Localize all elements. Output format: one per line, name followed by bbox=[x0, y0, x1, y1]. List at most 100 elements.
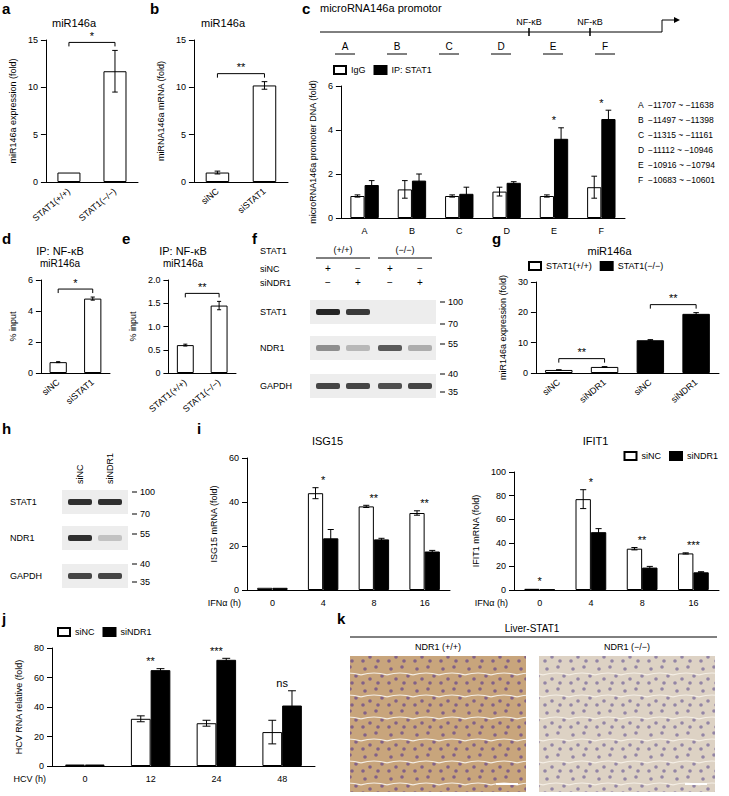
svg-text:miR146a: miR146a bbox=[163, 258, 203, 269]
svg-text:siNC: siNC bbox=[75, 464, 85, 484]
svg-text:B: B bbox=[409, 226, 415, 236]
svg-text:STAT1: STAT1 bbox=[260, 307, 287, 317]
svg-text:siNDR1: siNDR1 bbox=[260, 278, 291, 288]
svg-text:C: C bbox=[445, 41, 452, 52]
svg-text:**: ** bbox=[370, 492, 379, 504]
svg-text:siNDR1: siNDR1 bbox=[669, 377, 699, 405]
svg-text:4: 4 bbox=[321, 598, 326, 608]
svg-text:+: + bbox=[417, 277, 423, 288]
svg-text:0: 0 bbox=[82, 774, 87, 784]
svg-text:miR146a: miR146a bbox=[201, 17, 246, 29]
svg-text:ISG15 mRNA (fold): ISG15 mRNA (fold) bbox=[209, 485, 219, 562]
svg-text:microRNA146a promotor: microRNA146a promotor bbox=[320, 2, 442, 14]
svg-text:F: F bbox=[638, 175, 643, 185]
svg-text:48: 48 bbox=[277, 774, 287, 784]
svg-text:siNDR1: siNDR1 bbox=[578, 377, 608, 405]
svg-text:D: D bbox=[497, 41, 504, 52]
svg-text:20: 20 bbox=[34, 732, 44, 742]
svg-text:IFNα (h): IFNα (h) bbox=[475, 598, 508, 608]
svg-text:E: E bbox=[638, 160, 644, 170]
svg-text:1.5: 1.5 bbox=[148, 298, 161, 308]
svg-text:24: 24 bbox=[211, 774, 221, 784]
svg-text:NDR1 (+/+): NDR1 (+/+) bbox=[415, 642, 461, 652]
svg-text:60: 60 bbox=[34, 673, 44, 683]
svg-text:−: − bbox=[355, 263, 361, 274]
svg-text:siNC: siNC bbox=[40, 377, 62, 398]
svg-text:6: 6 bbox=[328, 81, 333, 91]
svg-text:100: 100 bbox=[491, 467, 506, 477]
svg-text:A: A bbox=[638, 100, 644, 110]
svg-text:4: 4 bbox=[588, 598, 593, 608]
svg-text:F: F bbox=[602, 41, 608, 52]
svg-text:16: 16 bbox=[420, 598, 430, 608]
svg-text:E: E bbox=[551, 226, 557, 236]
svg-text:**: ** bbox=[420, 497, 429, 509]
svg-text:−: − bbox=[325, 277, 331, 288]
svg-text:60: 60 bbox=[496, 514, 506, 524]
svg-text:55: 55 bbox=[448, 339, 458, 349]
svg-text:+: + bbox=[325, 263, 331, 274]
svg-text:5: 5 bbox=[33, 130, 38, 140]
svg-text:30: 30 bbox=[518, 277, 528, 287]
svg-text:STAT1(+/+): STAT1(+/+) bbox=[31, 186, 72, 223]
svg-text:0: 0 bbox=[537, 598, 542, 608]
svg-text:0: 0 bbox=[501, 585, 506, 595]
svg-text:D: D bbox=[638, 145, 644, 155]
svg-text:2.0: 2.0 bbox=[148, 275, 161, 285]
svg-text:70: 70 bbox=[140, 509, 150, 519]
svg-text:IgG: IgG bbox=[351, 65, 366, 75]
svg-text:16: 16 bbox=[688, 598, 698, 608]
svg-text:siNC: siNC bbox=[75, 627, 95, 637]
svg-text:miR146a expression (fold): miR146a expression (fold) bbox=[8, 58, 18, 163]
svg-text:10: 10 bbox=[518, 338, 528, 348]
svg-text:siNDR1: siNDR1 bbox=[120, 627, 151, 637]
svg-text:0: 0 bbox=[270, 598, 275, 608]
svg-text:20: 20 bbox=[496, 561, 506, 571]
svg-text:GAPDH: GAPDH bbox=[10, 571, 42, 581]
svg-text:40: 40 bbox=[496, 538, 506, 548]
svg-text:35: 35 bbox=[448, 387, 458, 397]
svg-text:8: 8 bbox=[640, 598, 645, 608]
svg-text:ns: ns bbox=[276, 677, 288, 689]
svg-text:siNC: siNC bbox=[641, 451, 661, 461]
svg-text:−10683 ~ −10601: −10683 ~ −10601 bbox=[648, 175, 715, 185]
svg-text:siNC: siNC bbox=[632, 377, 654, 398]
svg-text:siNDR1: siNDR1 bbox=[105, 453, 115, 484]
svg-text:NDR1: NDR1 bbox=[10, 533, 35, 543]
svg-text:0: 0 bbox=[28, 368, 33, 378]
svg-text:***: *** bbox=[687, 539, 701, 551]
svg-text:siNDR1: siNDR1 bbox=[687, 451, 718, 461]
svg-text:STAT1(−/−): STAT1(−/−) bbox=[618, 261, 664, 271]
svg-text:GAPDH: GAPDH bbox=[260, 381, 292, 391]
svg-text:8: 8 bbox=[371, 598, 376, 608]
svg-text:6: 6 bbox=[28, 275, 33, 285]
svg-text:(−/−): (−/−) bbox=[395, 245, 414, 255]
svg-text:**: ** bbox=[146, 655, 155, 667]
svg-text:C: C bbox=[638, 130, 644, 140]
svg-text:IP: NF-κB: IP: NF-κB bbox=[36, 245, 84, 257]
svg-text:−11707 ~ −11638: −11707 ~ −11638 bbox=[648, 100, 714, 110]
svg-text:siNC: siNC bbox=[541, 377, 563, 398]
svg-text:miR146a: miR146a bbox=[587, 245, 632, 257]
svg-text:40: 40 bbox=[140, 559, 150, 569]
svg-text:STAT1(−/−): STAT1(−/−) bbox=[181, 377, 222, 414]
svg-text:−: − bbox=[387, 277, 393, 288]
svg-text:D: D bbox=[503, 226, 510, 236]
svg-text:HCV (h): HCV (h) bbox=[13, 774, 46, 784]
svg-text:2: 2 bbox=[28, 337, 33, 347]
svg-text:IFNα (h): IFNα (h) bbox=[208, 598, 241, 608]
svg-text:−: − bbox=[417, 263, 423, 274]
svg-text:***: *** bbox=[210, 645, 224, 657]
svg-text:miR146a: miR146a bbox=[52, 17, 97, 29]
svg-text:4: 4 bbox=[328, 125, 333, 135]
svg-text:15: 15 bbox=[28, 35, 38, 45]
svg-text:C: C bbox=[456, 226, 463, 236]
svg-text:35: 35 bbox=[140, 577, 150, 587]
svg-text:5: 5 bbox=[181, 130, 186, 140]
svg-text:miR146a expression (fold): miR146a expression (fold) bbox=[498, 275, 508, 380]
svg-text:*: * bbox=[599, 97, 604, 109]
svg-text:IFIT1 mRNA (fold): IFIT1 mRNA (fold) bbox=[471, 495, 481, 568]
svg-text:40: 40 bbox=[229, 497, 239, 507]
svg-text:*: * bbox=[73, 277, 78, 289]
svg-text:B: B bbox=[638, 115, 644, 125]
